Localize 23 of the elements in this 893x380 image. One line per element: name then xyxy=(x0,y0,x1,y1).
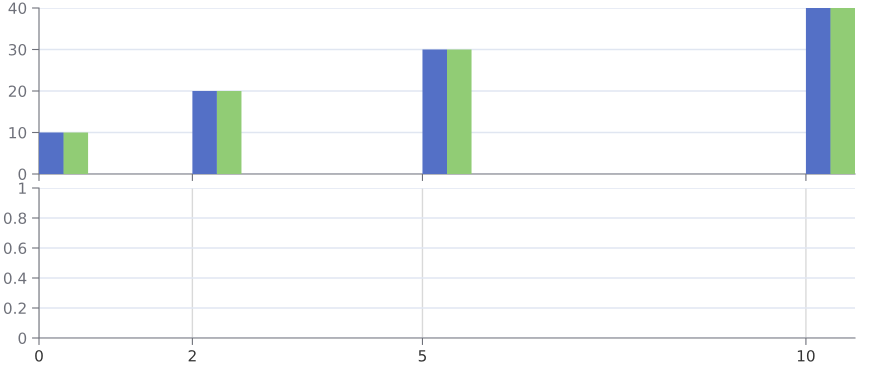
bar xyxy=(39,132,64,174)
bar xyxy=(216,91,242,174)
y-tick-label: 0 xyxy=(18,332,26,344)
bar xyxy=(64,132,88,174)
bar xyxy=(192,91,217,174)
bar xyxy=(447,50,472,174)
y-tick-label: 0.4 xyxy=(4,272,26,284)
x-tick-label: 0 xyxy=(35,350,43,362)
y-tick-label: 0 xyxy=(18,168,26,180)
x-tick-label: 10 xyxy=(798,350,815,362)
y-tick-label: 0.8 xyxy=(4,212,26,224)
y-tick-label: 40 xyxy=(8,2,26,14)
y-tick-label: 30 xyxy=(8,44,26,56)
y-tick-label: 20 xyxy=(8,85,26,98)
bar xyxy=(422,50,447,174)
bar xyxy=(830,8,855,174)
x-tick-label: 5 xyxy=(418,350,426,362)
x-tick-label: 2 xyxy=(188,350,196,362)
y-tick-label: 0.2 xyxy=(4,302,26,314)
y-tick-label: 10 xyxy=(9,126,26,139)
bar xyxy=(806,8,830,174)
y-tick-label: 0.6 xyxy=(4,242,26,254)
y-tick-label: 1 xyxy=(19,182,26,194)
